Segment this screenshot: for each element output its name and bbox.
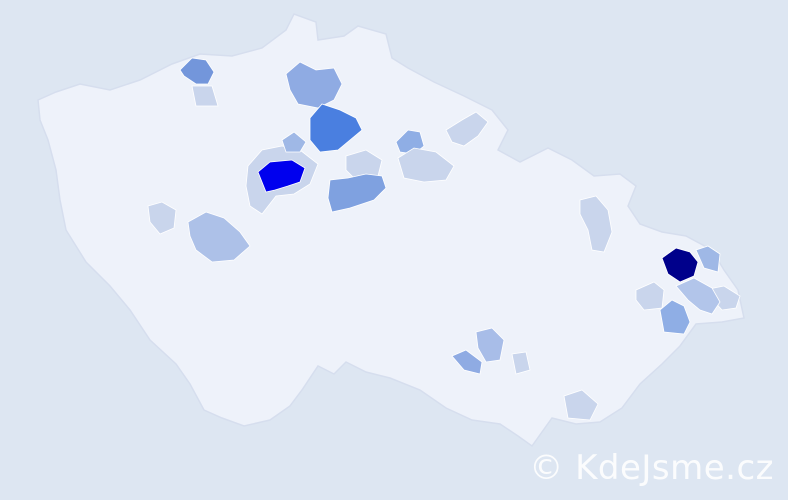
map-region[interactable] [281,131,307,153]
map-region[interactable] [187,211,251,263]
map-region[interactable] [475,327,505,363]
map-region[interactable] [695,245,721,273]
map-region[interactable] [451,349,483,375]
map-region[interactable] [309,103,363,153]
map-region[interactable] [191,85,219,107]
map-region[interactable] [327,173,387,213]
map-region[interactable] [257,159,306,193]
map-region[interactable] [563,389,599,421]
region-layer [147,57,741,421]
map-region[interactable] [675,277,721,315]
watermark: © KdeJsme.cz [529,448,774,488]
map-region[interactable] [397,147,455,183]
map-region[interactable] [395,129,425,155]
map-region[interactable] [511,351,531,375]
map-region[interactable] [445,111,489,147]
map-region[interactable] [179,57,215,85]
map-region[interactable] [661,247,699,283]
map-region[interactable] [579,195,613,253]
map-region[interactable] [659,299,691,335]
map-region[interactable] [285,61,343,109]
country-outline [37,13,745,448]
map-region[interactable] [147,201,177,235]
